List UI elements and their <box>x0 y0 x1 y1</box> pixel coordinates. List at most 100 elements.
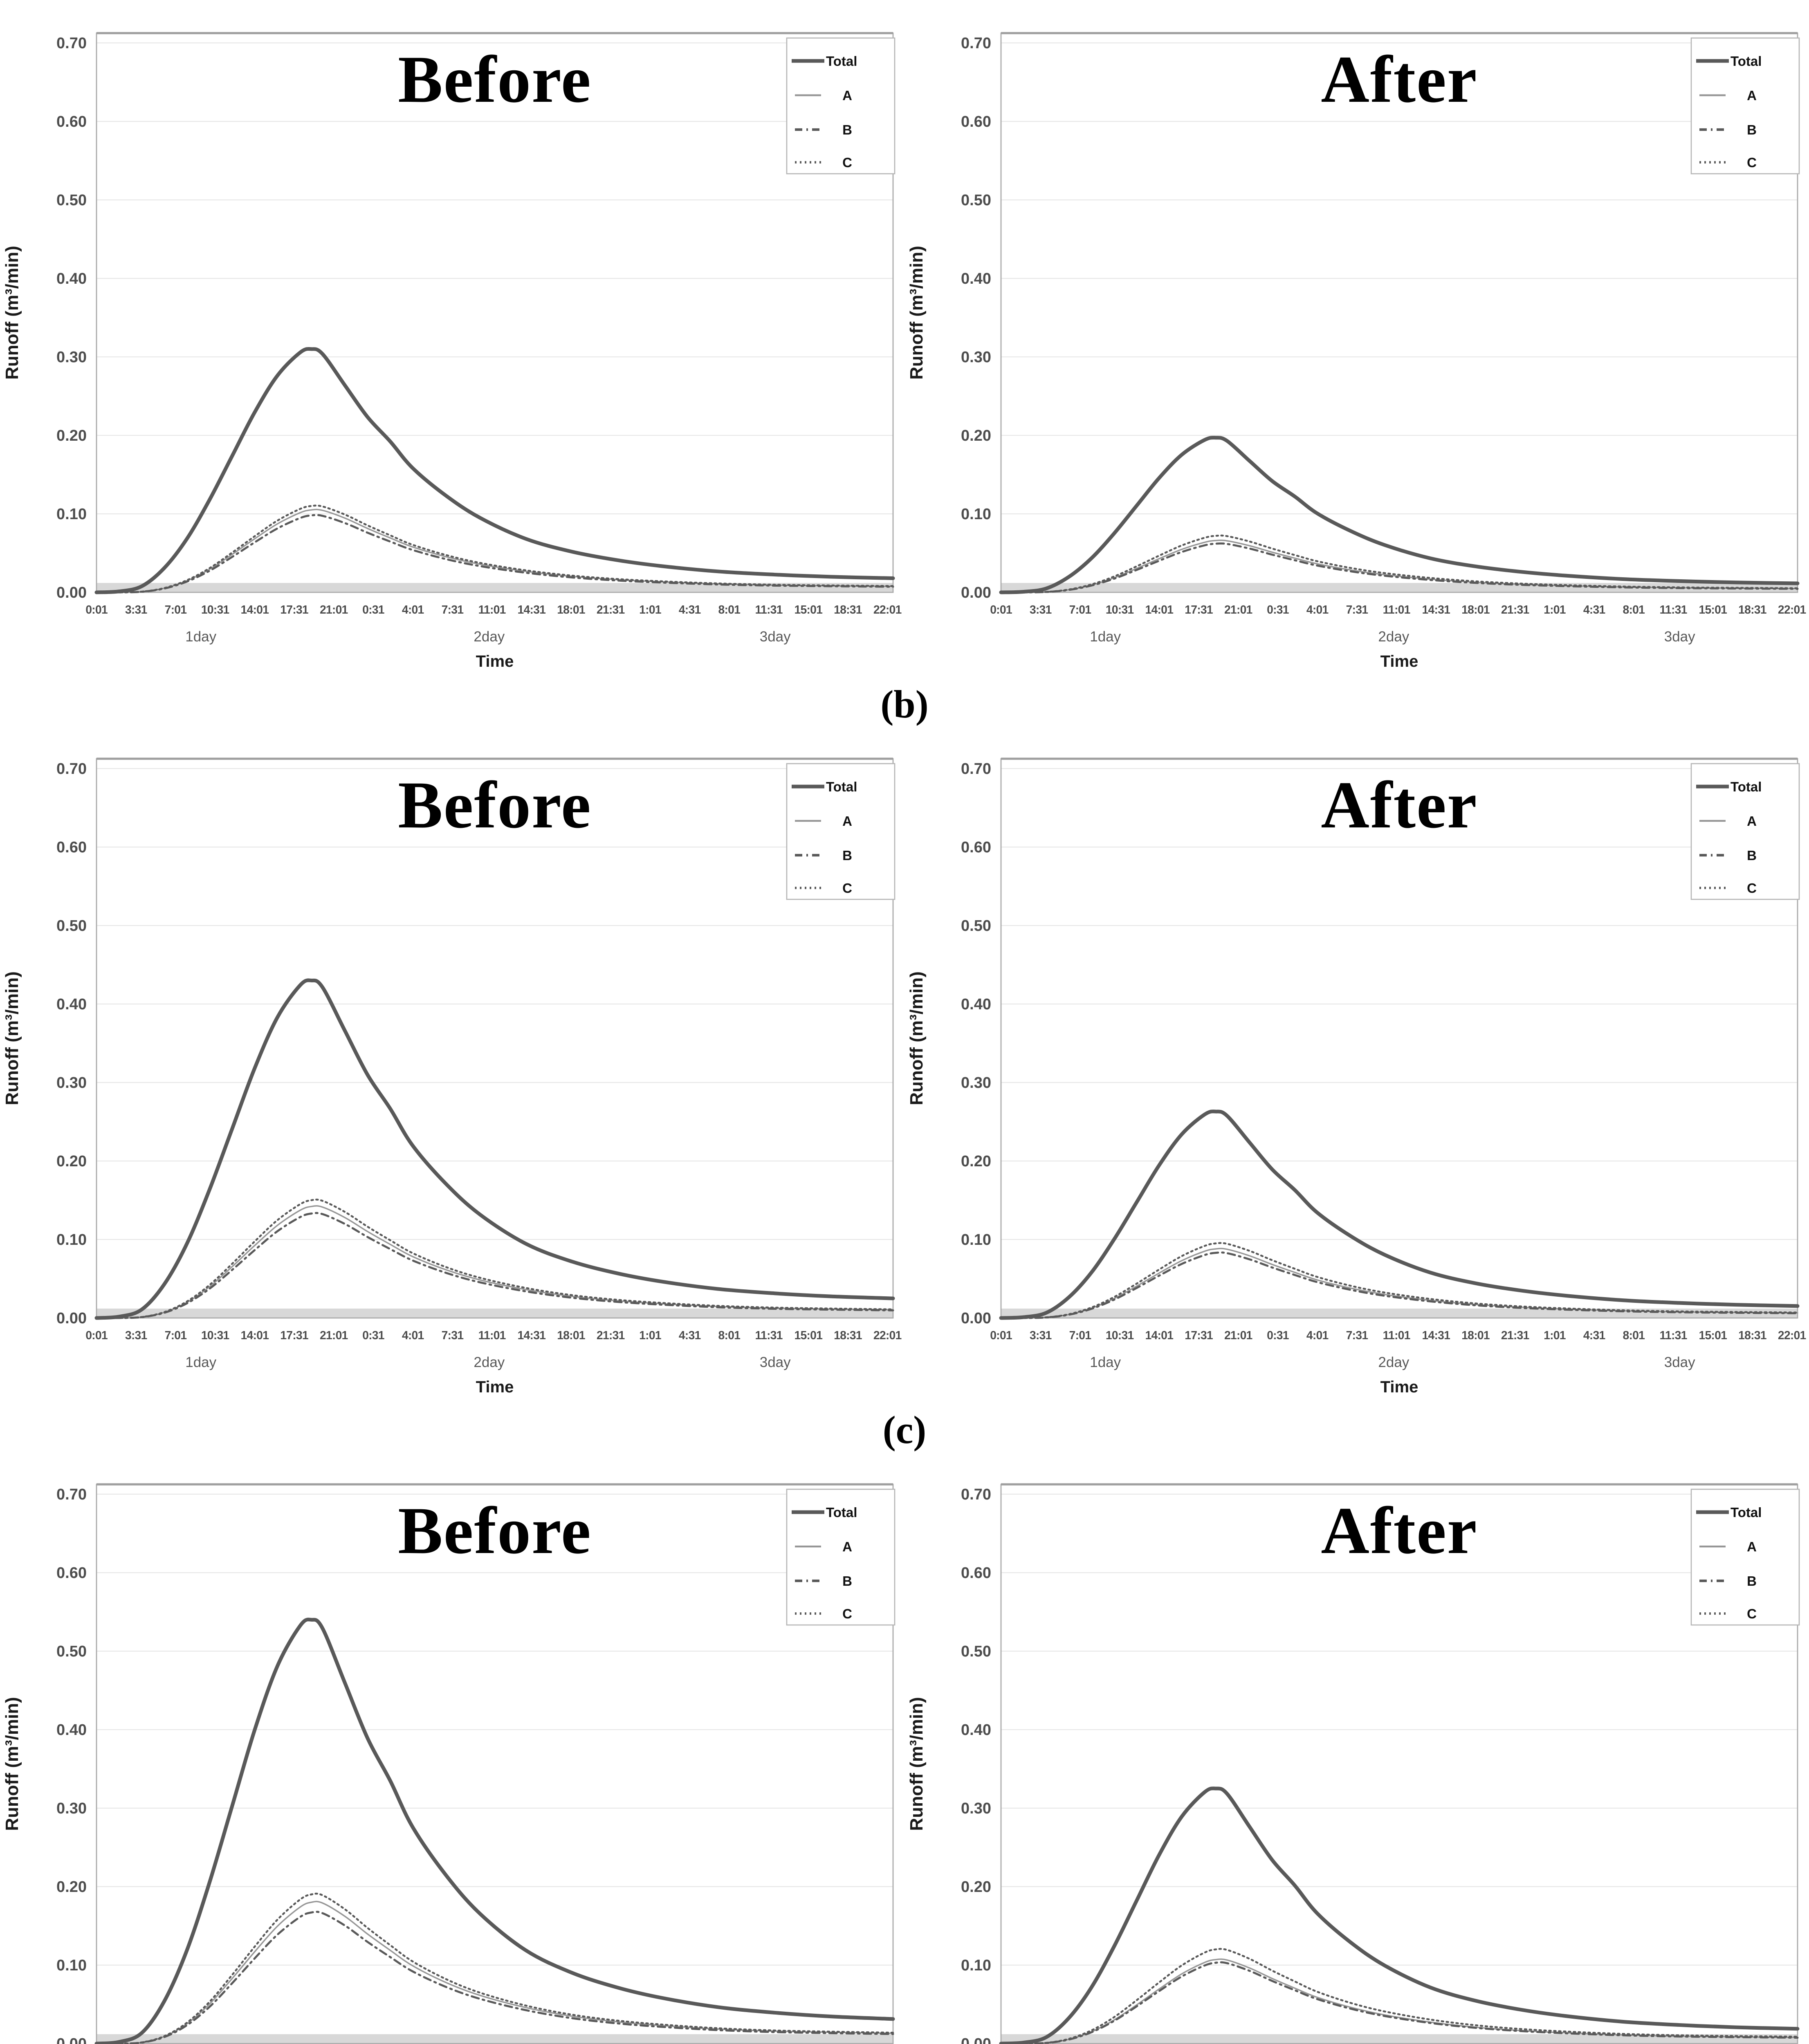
y-tick-label: 0.40 <box>56 996 87 1013</box>
x-tick-label: 14:01 <box>241 1329 269 1342</box>
y-axis-label: Runoff (m³/min) <box>907 1697 927 1831</box>
x-tick-label: 0:31 <box>1267 603 1289 616</box>
x-day-label: 1day <box>185 629 216 645</box>
y-tick-label: 0.00 <box>961 584 991 601</box>
x-axis-label: Time <box>1380 652 1418 670</box>
x-tick-label: 7:01 <box>1069 603 1091 616</box>
legend-label: B <box>842 848 852 863</box>
x-tick-label: 14:31 <box>517 1329 545 1342</box>
b-after-chart-svg: 0.00 0.10 0.20 0.30 0.40 0.50 0.60 0.70 After Run… <box>907 32 1806 670</box>
chart-title: After <box>1321 43 1477 117</box>
x-tick-label: 4:01 <box>402 1329 424 1342</box>
y-tick-label: 0.00 <box>56 2035 87 2044</box>
y-tick-label: 0.70 <box>56 35 87 52</box>
x-tick-label: 4:31 <box>679 603 701 616</box>
series-c-line <box>95 504 894 594</box>
x-tick-label: 18:31 <box>1738 1329 1766 1342</box>
series-total-line <box>94 1618 895 2044</box>
x-tick-label: 11:01 <box>478 1329 506 1342</box>
x-tick-label: 15:01 <box>1699 603 1727 616</box>
x-tick-label: 21:01 <box>320 603 348 616</box>
y-tick-label: 0.20 <box>961 427 991 444</box>
y-tick-label: 0.10 <box>56 506 87 523</box>
x-day-label: 2day <box>1378 629 1409 645</box>
x-tick-label: 0:01 <box>990 603 1012 616</box>
series-total-line <box>999 1786 1800 2044</box>
baseline-band <box>97 1308 893 1318</box>
row-label-c: (c) <box>882 1408 927 1452</box>
y-tick-label: 0.40 <box>56 270 87 287</box>
x-tick-label: 21:01 <box>1224 1329 1252 1342</box>
series-total-line <box>999 1109 1800 1320</box>
c-after-chart-svg: 0.00 0.10 0.20 0.30 0.40 0.50 0.60 0.70 After Run… <box>907 758 1806 1396</box>
x-tick-label: 22:01 <box>873 1329 902 1342</box>
y-tick-label: 0.70 <box>56 1486 87 1503</box>
y-tick-label: 0.10 <box>961 506 991 523</box>
x-day-label: 2day <box>474 1354 505 1370</box>
y-tick-label: 0.30 <box>56 1800 87 1817</box>
y-tick-label: 0.40 <box>961 996 991 1013</box>
x-tick-label: 11:01 <box>478 603 506 616</box>
y-tick-label: 0.10 <box>961 1957 991 1974</box>
d-before-chart-svg: 0.00 0.10 0.20 0.30 0.40 0.50 0.60 0.70 Before Ru… <box>2 1483 896 2044</box>
x-tick-label: 22:01 <box>873 603 902 616</box>
series-b-line <box>95 514 894 594</box>
x-tick-label: 7:01 <box>165 1329 187 1342</box>
series-b-line <box>95 1212 894 1319</box>
row-label-b: (b) <box>880 682 929 726</box>
legend-label: B <box>842 122 852 137</box>
x-tick-label: 22:01 <box>1778 1329 1806 1342</box>
legend: Total A B C <box>1690 1488 1800 1626</box>
plot-area <box>97 759 893 1318</box>
legend: Total A B C <box>786 37 896 175</box>
y-tick-label: 0.50 <box>961 917 991 935</box>
y-tick-label: 0.50 <box>56 917 87 935</box>
series-c-line <box>95 1199 894 1319</box>
chart-title: Before <box>398 43 591 117</box>
x-tick-label: 3:31 <box>125 603 147 616</box>
x-tick-label: 21:31 <box>597 1329 625 1342</box>
legend: Total A B C <box>1690 763 1800 900</box>
x-tick-label: 10:31 <box>1106 603 1134 616</box>
x-tick-label: 4:31 <box>1583 1329 1605 1342</box>
y-tick-label: 0.70 <box>961 1486 991 1503</box>
baseline-band <box>1001 1308 1798 1318</box>
legend-label: Total <box>826 779 857 794</box>
x-tick-label: 18:01 <box>1461 1329 1490 1342</box>
y-tick-label: 0.70 <box>56 760 87 778</box>
legend-label: C <box>842 155 852 170</box>
legend-label: C <box>842 1606 852 1621</box>
chart-title: After <box>1321 1494 1477 1568</box>
y-tick-label: 0.30 <box>961 349 991 366</box>
series-total-line <box>94 978 895 1320</box>
x-day-label: 2day <box>474 629 505 645</box>
x-tick-label: 7:01 <box>1069 1329 1091 1342</box>
x-tick-label: 21:31 <box>1501 603 1529 616</box>
x-axis-label: Time <box>476 652 514 670</box>
y-tick-label: 0.20 <box>961 1153 991 1170</box>
x-tick-label: 1:01 <box>1544 603 1566 616</box>
legend-label: C <box>1747 1606 1757 1621</box>
x-tick-label: 10:31 <box>201 1329 229 1342</box>
x-day-label: 1day <box>185 1354 216 1370</box>
x-tick-label: 21:31 <box>1501 1329 1529 1342</box>
x-tick-label: 0:01 <box>85 1329 108 1342</box>
y-tick-label: 0.50 <box>961 192 991 209</box>
y-tick-label: 0.60 <box>56 839 87 856</box>
baseline-band <box>97 583 893 592</box>
x-tick-label: 17:31 <box>1185 603 1213 616</box>
y-axis-label: Runoff (m³/min) <box>2 971 22 1105</box>
chart-d-before: 0.00 0.10 0.20 0.30 0.40 0.50 0.60 0.70 Before Ru… <box>0 1461 904 2044</box>
legend-label: Total <box>1730 1505 1762 1520</box>
legend: Total A B C <box>786 763 896 900</box>
legend-label: C <box>1747 155 1757 170</box>
x-tick-label: 17:31 <box>280 1329 308 1342</box>
legend-label: A <box>1747 814 1757 829</box>
x-day-label: 3day <box>1664 1354 1695 1370</box>
x-tick-label: 14:31 <box>1422 1329 1450 1342</box>
d-after-chart-svg: 0.00 0.10 0.20 0.30 0.40 0.50 0.60 0.70 After Run… <box>907 1483 1800 2044</box>
y-tick-label: 0.20 <box>56 1153 87 1170</box>
x-tick-label: 11:31 <box>1660 603 1687 616</box>
series-total-line <box>999 436 1800 594</box>
